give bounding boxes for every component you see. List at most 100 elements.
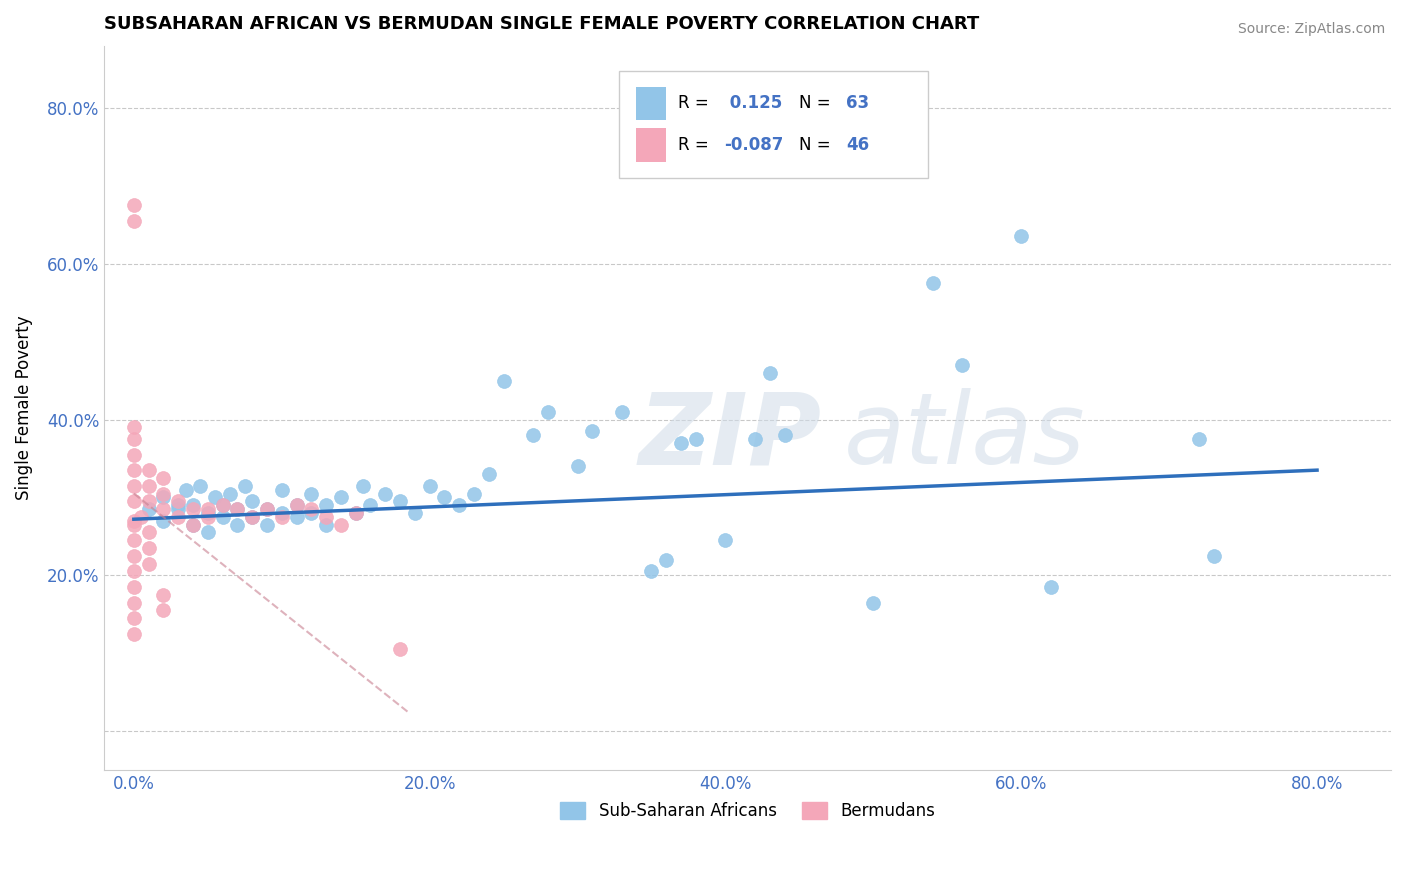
Point bbox=[122, 463, 145, 477]
Point bbox=[1039, 580, 1062, 594]
Text: atlas: atlas bbox=[844, 388, 1085, 485]
Text: 63: 63 bbox=[846, 95, 869, 112]
Point bbox=[211, 509, 233, 524]
Point bbox=[640, 565, 662, 579]
Point bbox=[862, 595, 884, 609]
Point bbox=[285, 498, 308, 512]
Point bbox=[610, 405, 633, 419]
Point bbox=[138, 557, 160, 571]
Point bbox=[1202, 549, 1225, 563]
Point bbox=[122, 494, 145, 508]
Point bbox=[122, 214, 145, 228]
Point bbox=[315, 509, 337, 524]
Text: R =: R = bbox=[678, 95, 714, 112]
Point bbox=[122, 514, 145, 528]
Legend: Sub-Saharan Africans, Bermudans: Sub-Saharan Africans, Bermudans bbox=[554, 796, 942, 827]
Point bbox=[240, 509, 263, 524]
Point bbox=[522, 428, 544, 442]
Point bbox=[174, 483, 197, 497]
Point bbox=[122, 595, 145, 609]
Text: -0.087: -0.087 bbox=[724, 136, 783, 154]
Point bbox=[581, 424, 603, 438]
Point bbox=[344, 506, 367, 520]
Point bbox=[433, 491, 456, 505]
Point bbox=[744, 432, 766, 446]
Point bbox=[152, 486, 174, 500]
Text: N =: N = bbox=[799, 136, 835, 154]
Point bbox=[537, 405, 560, 419]
Point bbox=[492, 374, 515, 388]
Point bbox=[478, 467, 501, 481]
Point bbox=[138, 502, 160, 516]
Point bbox=[152, 588, 174, 602]
Point bbox=[344, 506, 367, 520]
Point bbox=[152, 502, 174, 516]
Point bbox=[152, 603, 174, 617]
Point bbox=[219, 486, 242, 500]
Point bbox=[167, 494, 190, 508]
Point bbox=[240, 494, 263, 508]
Point bbox=[167, 498, 190, 512]
Point bbox=[256, 502, 278, 516]
Text: ZIP: ZIP bbox=[638, 388, 821, 485]
Point bbox=[285, 509, 308, 524]
Text: 46: 46 bbox=[846, 136, 869, 154]
Point bbox=[152, 514, 174, 528]
Point bbox=[285, 498, 308, 512]
Point bbox=[138, 541, 160, 555]
Point bbox=[138, 463, 160, 477]
Point bbox=[122, 611, 145, 625]
Point bbox=[256, 502, 278, 516]
Point bbox=[211, 498, 233, 512]
Point bbox=[950, 358, 973, 372]
Point bbox=[181, 498, 204, 512]
Point bbox=[122, 549, 145, 563]
Point bbox=[685, 432, 707, 446]
Point bbox=[669, 436, 692, 450]
Point bbox=[197, 506, 219, 520]
Point bbox=[389, 494, 412, 508]
Point bbox=[226, 502, 249, 516]
Text: R =: R = bbox=[678, 136, 714, 154]
Point bbox=[359, 498, 381, 512]
Point bbox=[197, 502, 219, 516]
Point bbox=[122, 479, 145, 493]
Point bbox=[374, 486, 396, 500]
Point bbox=[181, 517, 204, 532]
Point bbox=[714, 533, 737, 548]
Point bbox=[299, 486, 322, 500]
Point bbox=[211, 498, 233, 512]
Point bbox=[270, 483, 292, 497]
Point bbox=[315, 498, 337, 512]
Point bbox=[270, 506, 292, 520]
Point bbox=[129, 509, 152, 524]
Point bbox=[122, 533, 145, 548]
Point bbox=[181, 502, 204, 516]
Point bbox=[181, 517, 204, 532]
Text: N =: N = bbox=[799, 95, 835, 112]
Point bbox=[759, 366, 782, 380]
Point bbox=[122, 448, 145, 462]
Point bbox=[389, 642, 412, 657]
Text: Source: ZipAtlas.com: Source: ZipAtlas.com bbox=[1237, 22, 1385, 37]
Point bbox=[138, 479, 160, 493]
Point bbox=[256, 517, 278, 532]
Point bbox=[122, 565, 145, 579]
Point bbox=[567, 459, 589, 474]
Point bbox=[122, 626, 145, 640]
Point bbox=[655, 552, 678, 566]
Point bbox=[463, 486, 485, 500]
Point bbox=[404, 506, 426, 520]
Point bbox=[921, 277, 943, 291]
Point bbox=[329, 517, 352, 532]
Point bbox=[419, 479, 441, 493]
Point bbox=[138, 494, 160, 508]
Point bbox=[167, 509, 190, 524]
Point bbox=[190, 479, 212, 493]
Point bbox=[122, 420, 145, 434]
Point bbox=[1010, 229, 1032, 244]
Point bbox=[1188, 432, 1211, 446]
Point bbox=[167, 502, 190, 516]
Point bbox=[299, 506, 322, 520]
Point bbox=[315, 517, 337, 532]
